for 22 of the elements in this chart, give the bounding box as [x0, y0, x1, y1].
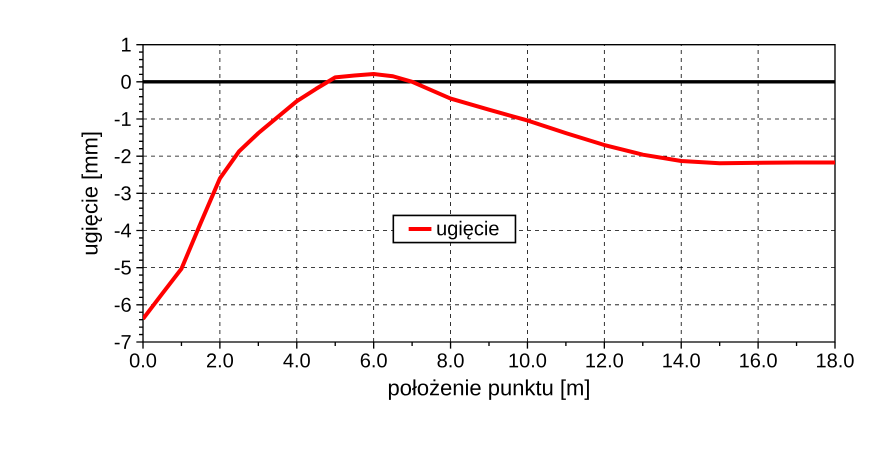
x-tick-label: 18.0: [817, 353, 854, 368]
x-tick-label: 4.0: [283, 353, 310, 368]
y-tick-label: 1: [122, 38, 131, 52]
y-tick-label: -7: [114, 335, 131, 349]
x-axis-title: położenie punktu [m]: [388, 379, 589, 400]
x-tick-label: 0.0: [130, 353, 156, 368]
x-tick-label: 2.0: [206, 353, 234, 368]
x-tick-label: 6.0: [360, 353, 387, 368]
x-tick-label: 10.0: [510, 353, 546, 368]
y-axis-title: ugięcie [mm]: [82, 132, 102, 254]
y-tick-label: -4: [114, 224, 132, 238]
y-tick-label: -3: [114, 186, 131, 200]
x-tick-label: 14.0: [663, 353, 700, 368]
x-tick-label: 16.0: [740, 353, 777, 368]
legend-label: ugięcie: [437, 220, 499, 240]
x-tick-label: 8.0: [438, 353, 464, 368]
y-tick-label: 0: [121, 74, 131, 89]
y-tick-label: -6: [114, 298, 131, 312]
y-tick-label: -2: [114, 149, 131, 164]
y-tick-label: -1: [114, 112, 131, 126]
x-tick-label: 12.0: [586, 353, 623, 368]
y-tick-label: -5: [114, 260, 131, 275]
